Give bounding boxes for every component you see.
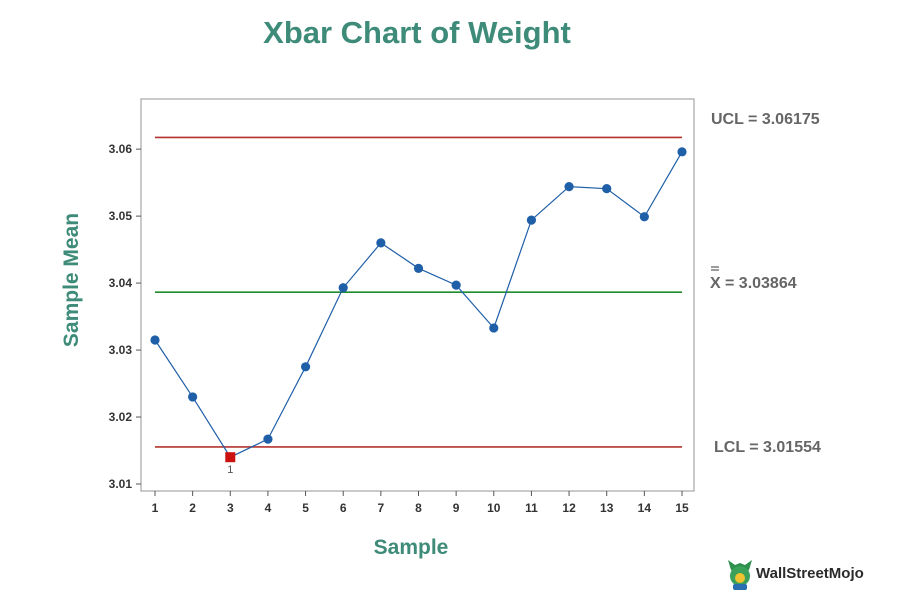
data-point [376,238,386,248]
data-point [338,283,348,293]
x-axis-title: Sample [374,536,449,559]
x-tick-label: 2 [189,501,196,515]
ucl-label: UCL = 3.06175 [711,111,820,128]
center-symbol: X [710,275,721,292]
data-point [677,147,687,157]
x-tick-label: 8 [415,501,422,515]
data-point [150,335,160,345]
y-axis: 3.01 3.02 3.03 3.04 3.05 3.06 [109,142,141,491]
flagged-point-label: 1 [227,464,233,476]
x-tick-label: 15 [675,501,689,515]
y-tick-label: 3.04 [109,276,133,290]
x-tick-label: 7 [378,501,385,515]
data-point [413,263,424,273]
brand-logo: WallStreetMojo [728,560,864,590]
series-line [154,151,683,458]
plot-frame [140,98,695,492]
x-tick-label: 11 [525,501,538,515]
x-tick-label: 14 [638,501,652,515]
x-tick-label: 1 [152,501,159,515]
x-tick-label: 4 [265,501,272,515]
x-tick-label: 10 [487,501,501,515]
y-tick-label: 3.06 [109,142,133,156]
brand-name: WallStreetMojo [756,565,864,582]
x-tick-label: 5 [302,501,309,515]
y-tick-label: 3.05 [109,209,133,223]
y-tick-label: 3.01 [109,477,133,491]
flagged-point [225,452,236,463]
x-axis: 1 2 3 4 5 6 7 8 9 10 11 12 13 14 15 [152,491,689,515]
data-point [489,323,499,333]
chart-title: Xbar Chart of Weight [263,15,571,50]
data-point [602,184,612,194]
y-tick-label: 3.02 [109,410,133,424]
data-point [451,280,461,290]
control-limit-lines [155,136,682,448]
y-axis-title: Sample Mean [60,213,83,347]
x-tick-label: 13 [600,501,614,515]
y-tick-label: 3.03 [109,343,133,357]
data-point [188,392,198,402]
data-point [564,182,574,192]
center-label: = 3.03864 [725,275,797,292]
x-tick-label: 12 [562,501,576,515]
data-point [526,215,537,225]
bull-mascot-icon [728,560,752,590]
data-point [300,362,311,372]
data-point [263,434,273,444]
lcl-label: LCL = 3.01554 [714,439,821,456]
x-tick-label: 3 [227,501,234,515]
center-label-group: X = 3.03864 [710,266,797,292]
x-tick-label: 6 [340,501,347,515]
x-tick-label: 9 [453,501,460,515]
data-series: 1 [150,147,687,476]
data-point [639,212,649,222]
